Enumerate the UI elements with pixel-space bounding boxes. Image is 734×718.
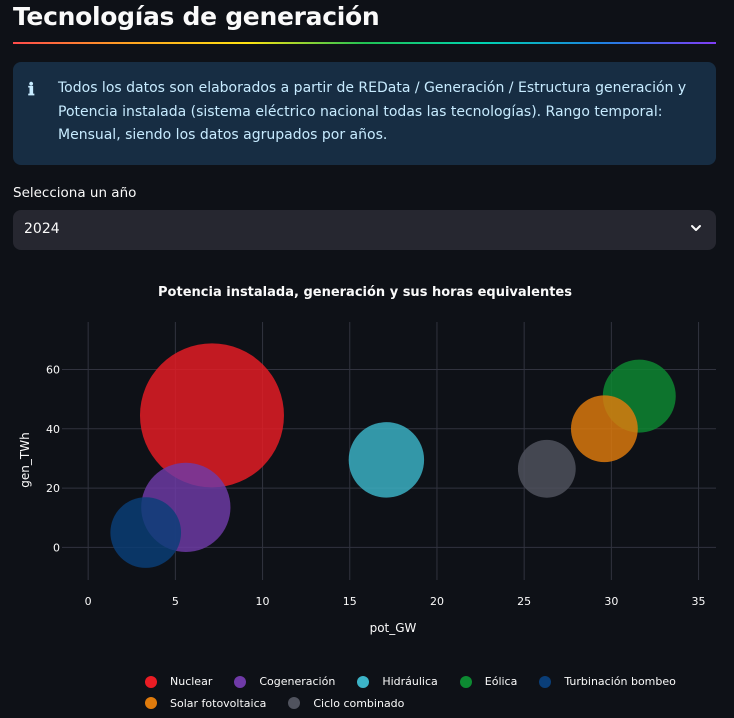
bubble-solar-fotovoltaica[interactable] (570, 395, 638, 463)
info-icon: ℹ (28, 80, 35, 100)
legend-swatch (288, 697, 301, 709)
x-tick-label: 20 (430, 595, 444, 608)
legend-item[interactable]: Eólica (459, 672, 518, 691)
legend-label: Ciclo combinado (313, 696, 405, 710)
chevron-down-icon[interactable] (690, 222, 702, 234)
title-divider (13, 42, 716, 44)
x-tick-label: 0 (85, 595, 92, 608)
chart-title: Potencia instalada, generación y sus hor… (158, 285, 572, 300)
page-title: Tecnologías de generación (13, 2, 380, 31)
legend-item[interactable]: Nuclear (145, 672, 212, 691)
legend-item[interactable]: Ciclo combinado (288, 694, 404, 713)
legend-label: Nuclear (170, 675, 213, 688)
x-tick-label: 25 (517, 595, 531, 608)
legend-item[interactable]: Hidráulica (357, 672, 438, 691)
legend-swatch (145, 675, 157, 688)
year-select[interactable]: 2024 (13, 210, 716, 250)
bubble-ciclo-combinado[interactable] (517, 439, 576, 498)
year-select-value: 2024 (24, 221, 60, 237)
chart-ticks: 0 5 10 15 20 25 30 35 0 20 40 60 (46, 363, 706, 608)
legend-swatch (459, 675, 472, 688)
x-tick-label: 30 (604, 595, 618, 608)
legend-label: Turbinación bombeo (564, 675, 676, 688)
x-tick-label: 5 (172, 595, 179, 608)
y-tick-label: 0 (53, 541, 60, 554)
y-axis-label: gen_TWh (18, 432, 32, 487)
bubble-chart: Potencia instalada, generación y sus hor… (18, 285, 716, 635)
info-alert: ℹ Todos los datos son elaborados a parti… (13, 62, 716, 165)
x-tick-label: 35 (692, 595, 706, 608)
bubble-turbinación-bombeo[interactable] (110, 497, 182, 568)
y-tick-label: 60 (46, 363, 60, 376)
year-select-label: Selecciona un año (13, 185, 137, 201)
legend-swatch (357, 675, 370, 688)
legend-label: Hidráulica (382, 675, 438, 688)
bubble-hidráulica[interactable] (348, 422, 425, 498)
legend-swatch (234, 675, 247, 688)
legend-item[interactable]: Solar fotovoltaica (145, 694, 266, 713)
x-axis-label: pot_GW (370, 621, 417, 635)
chart-bubbles (110, 343, 676, 568)
info-text: Todos los datos son elaborados a partir … (58, 80, 687, 143)
legend-label: Solar fotovoltaica (170, 696, 267, 710)
x-tick-label: 10 (256, 595, 270, 608)
bubble-nuclear[interactable] (139, 343, 284, 488)
legend-item[interactable]: Cogeneración (234, 672, 335, 691)
chart-legend: Nuclear Cogeneración Hidráulica Eólica Turbi… (145, 672, 705, 715)
x-tick-label: 15 (343, 595, 357, 608)
legend-swatch (145, 697, 157, 709)
legend-swatch (539, 675, 552, 688)
legend-label: Cogeneración (259, 675, 336, 688)
legend-item[interactable]: Turbinación bombeo (539, 672, 676, 691)
legend-label: Eólica (484, 675, 518, 688)
y-tick-label: 20 (46, 482, 60, 495)
y-tick-label: 40 (46, 423, 60, 436)
